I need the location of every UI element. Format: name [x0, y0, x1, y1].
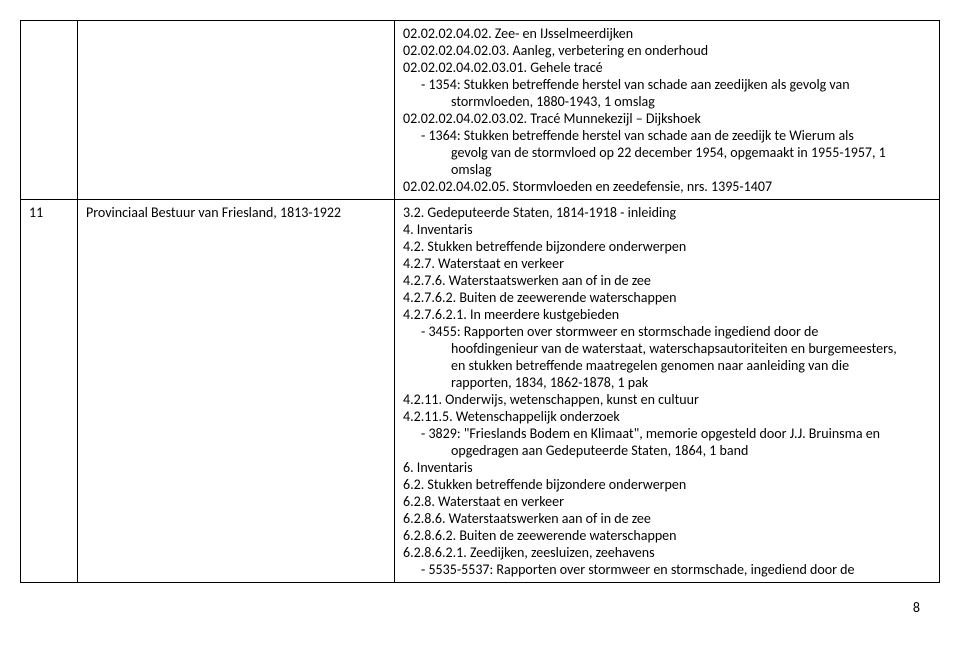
content-line: 4.2.7.6.2.1. In meerdere kustgebieden	[403, 306, 931, 323]
row-content-cell: 02.02.02.04.02. Zee- en IJsselmeerdijken…	[395, 21, 940, 200]
content-line: omslag	[403, 161, 931, 178]
content-line: hoofdingenieur van de waterstaat, waters…	[403, 340, 931, 357]
content-line: 02.02.02.04.02.03.02. Tracé Munnekezijl …	[403, 110, 931, 127]
content-line: 4.2.7.6. Waterstaatswerken aan of in de …	[403, 272, 931, 289]
content-line: 4. Inventaris	[403, 221, 931, 238]
content-line: 4.2.7.6.2. Buiten de zeewerende watersch…	[403, 289, 931, 306]
content-line: 4.2.7. Waterstaat en verkeer	[403, 255, 931, 272]
table-row: 11Provinciaal Bestuur van Friesland, 181…	[21, 200, 940, 583]
row-content-cell: 3.2. Gedeputeerde Staten, 1814-1918 - in…	[395, 200, 940, 583]
content-line: 4.2. Stukken betreffende bijzondere onde…	[403, 238, 931, 255]
content-line: 02.02.02.04.02.05. Stormvloeden en zeede…	[403, 178, 931, 195]
content-line: gevolg van de stormvloed op 22 december …	[403, 144, 931, 161]
content-line: 1364: Stukken betreffende herstel van sc…	[403, 127, 931, 144]
content-line: 1354: Stukken betreffende herstel van sc…	[403, 76, 931, 93]
row-number-cell	[21, 21, 78, 200]
content-line: 6.2.8.6.2. Buiten de zeewerende watersch…	[403, 527, 931, 544]
content-line: 6. Inventaris	[403, 459, 931, 476]
content-line: stormvloeden, 1880-1943, 1 omslag	[403, 93, 931, 110]
content-line: 6.2.8. Waterstaat en verkeer	[403, 493, 931, 510]
table-row: 02.02.02.04.02. Zee- en IJsselmeerdijken…	[21, 21, 940, 200]
content-line: en stukken betreffende maatregelen genom…	[403, 357, 931, 374]
content-line: rapporten, 1834, 1862-1878, 1 pak	[403, 374, 931, 391]
content-line: 4.2.11. Onderwijs, wetenschappen, kunst …	[403, 391, 931, 408]
content-line: 02.02.02.04.02.03.01. Gehele tracé	[403, 59, 931, 76]
content-line: 6.2.8.6.2.1. Zeedijken, zeesluizen, zeeh…	[403, 544, 931, 561]
content-line: 3.2. Gedeputeerde Staten, 1814-1918 - in…	[403, 204, 931, 221]
content-line: 02.02.02.04.02.03. Aanleg, verbetering e…	[403, 42, 931, 59]
archive-table: 02.02.02.04.02. Zee- en IJsselmeerdijken…	[20, 20, 940, 583]
content-line: 4.2.11.5. Wetenschappelijk onderzoek	[403, 408, 931, 425]
content-line: 5535-5537: Rapporten over stormweer en s…	[403, 561, 931, 578]
row-title-cell	[78, 21, 395, 200]
row-title-cell: Provinciaal Bestuur van Friesland, 1813-…	[78, 200, 395, 583]
content-line: 3829: "Frieslands Bodem en Klimaat", mem…	[403, 425, 931, 442]
content-line: opgedragen aan Gedeputeerde Staten, 1864…	[403, 442, 931, 459]
content-line: 6.2. Stukken betreffende bijzondere onde…	[403, 476, 931, 493]
row-number-cell: 11	[21, 200, 78, 583]
content-line: 3455: Rapporten over stormweer en storms…	[403, 323, 931, 340]
content-line: 6.2.8.6. Waterstaatswerken aan of in de …	[403, 510, 931, 527]
content-line: 02.02.02.04.02. Zee- en IJsselmeerdijken	[403, 25, 931, 42]
page-number: 8	[20, 599, 940, 616]
